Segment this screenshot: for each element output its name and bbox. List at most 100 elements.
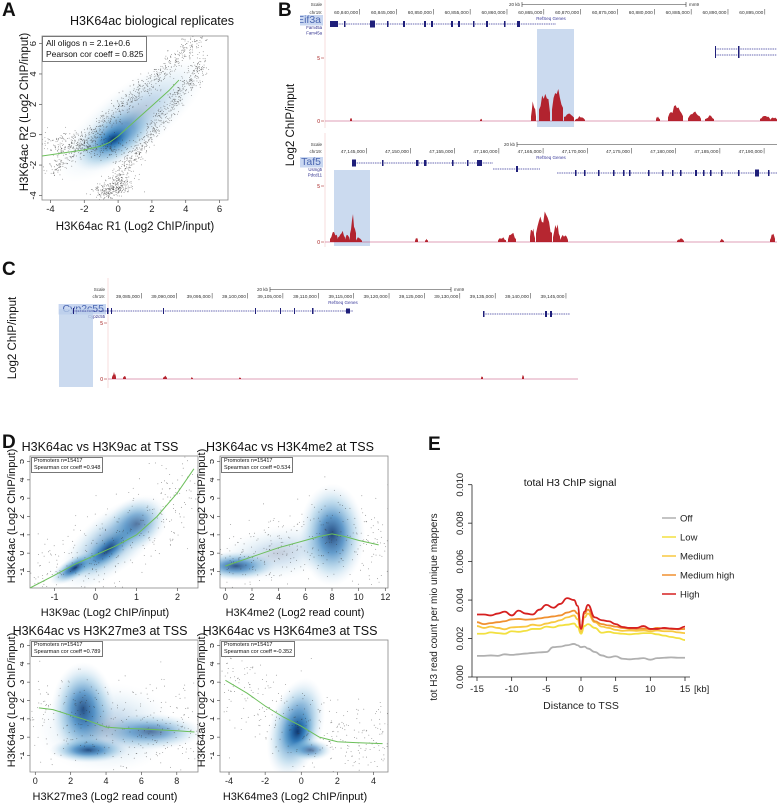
scatter-point [100,126,101,127]
other-gene-label: Usmg5 [308,167,322,172]
scatter-point [327,576,328,577]
scatter-point [97,190,98,191]
scatter-point [344,729,345,730]
scatter-point [144,140,145,141]
scatter-point [340,504,341,505]
scatter-point [379,582,380,583]
scatter-point [50,727,51,728]
scatter-point [194,41,195,42]
scatter-point [381,759,382,760]
scatter-point [165,494,166,495]
scatter-point [188,41,189,42]
scatter-point [137,99,138,100]
scatter-point [295,717,296,718]
scatter-point [84,566,85,567]
scatter-point [190,52,191,53]
scatter-point [166,109,167,110]
scatter-point [354,737,355,738]
scatter-point [126,96,127,97]
scatter-point [113,114,114,115]
scatter-point [139,154,140,155]
scatter-point [119,121,120,122]
scatter-point [205,61,206,62]
scatter-point [214,592,215,593]
y-tick-label: 0.010 [455,473,466,497]
scatter-point [115,190,116,191]
scatter-point [179,513,180,514]
scatter-point [179,745,180,746]
scatter-point [323,524,324,525]
scatter-point [63,151,64,152]
scatter-point [184,517,185,518]
scatter-point [363,565,364,566]
scatter-point [154,80,155,81]
scatter-point [111,100,112,101]
scatter-point [167,51,168,52]
scatter-point [344,725,345,726]
scatter-point [148,126,149,127]
scatter-point [82,697,83,698]
scatter-point [89,706,90,707]
scatter-point [103,579,104,580]
coordinate-label: 60,840,000 [334,10,358,16]
scatter-point [158,528,159,529]
scatter-point [163,122,164,123]
scatter-point [145,90,146,91]
scatter-point [142,520,143,521]
scatter-point [76,567,77,568]
scatter-point [106,194,107,195]
scatter-point [221,554,222,555]
scatter-point [249,520,250,521]
scatter-point [137,151,138,152]
scatter-point [118,186,119,187]
scatter-point [39,565,40,566]
scatter-point [180,100,181,101]
scatter-point [149,95,150,96]
y-tick-label: 4 [20,661,26,666]
scatter-point [98,193,99,194]
scatter-point [97,183,98,184]
scatter-point [113,149,114,150]
scatter-point [92,555,93,556]
signal-peak [112,372,116,379]
scatter-point [101,136,102,137]
scatter-point [60,688,61,689]
scatter-point [174,114,175,115]
gene-exon [715,52,716,58]
scatter-point [125,147,126,148]
scatter-point [165,75,166,76]
y-tick-label: 4 [210,661,216,666]
scatter-point [118,117,119,118]
scatter-point [174,99,175,100]
scatter-point [371,738,372,739]
scatter-point [264,562,265,563]
scatter-point [356,552,357,553]
scatter-point [151,126,152,127]
scatter-point [54,753,55,754]
scatter-point [126,174,127,175]
scatter-point [117,530,118,531]
scatter-point [131,146,132,147]
scatter-point [129,140,130,141]
scatter-point [200,69,201,70]
assembly-label: mm9 [454,287,464,292]
scatter-point [184,457,185,458]
scatter-point [178,748,179,749]
scatter-point [78,723,79,724]
scatter-point [116,161,117,162]
scatter-point [122,174,123,175]
scatter-point [124,192,125,193]
scatter-point [171,114,172,115]
y-axis-label: tot H3 read count per mio unique mappers [429,513,440,700]
scatter-point [225,557,226,558]
scatter-point [95,146,96,147]
scatter-point [191,83,192,84]
scatter-point [56,161,57,162]
scatter-point [102,187,103,188]
scatter-point [120,751,121,752]
scatter-point [148,81,149,82]
scatter-point [158,120,159,121]
scatter-point [127,148,128,149]
scatter-point [300,566,301,567]
scatter-point [113,162,114,163]
